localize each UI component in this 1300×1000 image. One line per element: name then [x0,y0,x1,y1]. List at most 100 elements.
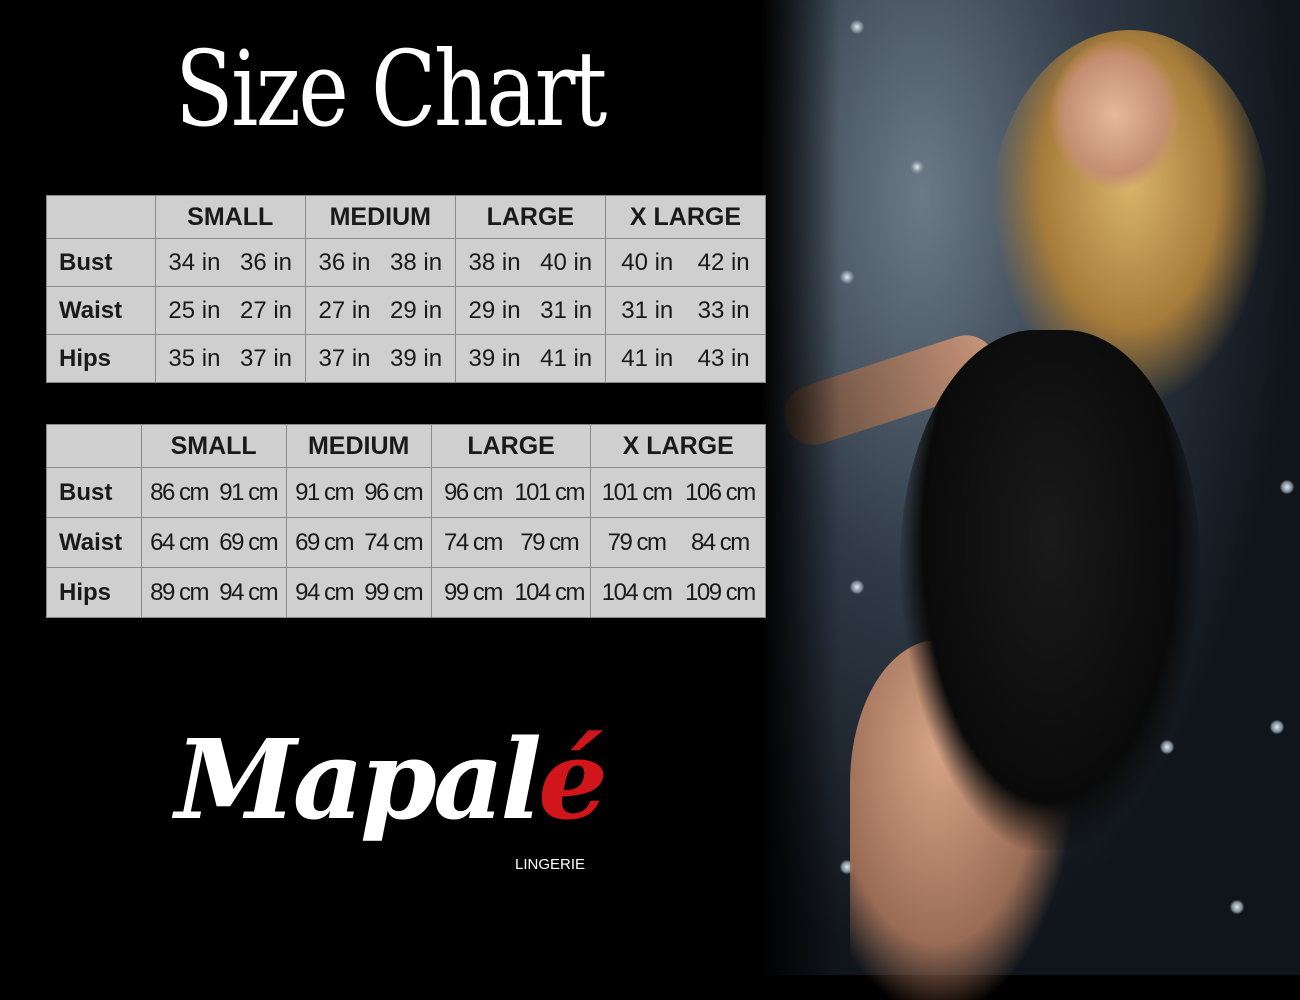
table-row: Bust 34 in 36 in 36 in 38 in 38 in 40 in 40 in 4… [46,238,767,287]
size-range-cell: 41 in 43 in [604,334,767,383]
size-range-cell: 29 in 31 in [454,286,606,335]
size-header: SMALL [154,195,306,239]
min-value: 96 cm [444,478,503,506]
size-range-cell: 101 cm 106 cm [590,467,766,518]
min-value: 79 cm [607,528,667,556]
size-range-cell: 64 cm 69 cm [140,517,287,568]
size-table-cm: SMALL MEDIUM LARGE X LARGE Bust 86 cm 91 cm 91 … [46,424,766,618]
min-value: 91 cm [295,478,354,506]
min-value: 86 cm [150,478,209,506]
table-row: Hips 35 in 37 in 37 in 39 in 39 in 41 in 41 in 4… [46,334,767,383]
photo-face [1050,40,1180,190]
logo-tagline: LINGERIE [515,856,586,873]
max-value: 40 in [540,248,593,276]
size-range-cell: 99 cm 104 cm [430,567,592,618]
table-row: Hips 89 cm 94 cm 94 cm 99 cm 99 cm 104 cm 104 c… [46,567,766,618]
min-value: 35 in [168,344,221,372]
corner-cell [46,424,142,468]
header-row: SMALL MEDIUM LARGE X LARGE [46,424,766,468]
size-range-cell: 38 in 40 in [454,238,606,287]
size-header: MEDIUM [304,195,456,239]
min-value: 104 cm [601,578,673,606]
min-value: 37 in [318,344,371,372]
max-value: 41 in [540,344,593,372]
min-value: 25 in [168,296,221,324]
measure-label: Bust [46,467,142,518]
measure-label: Hips [46,334,156,383]
size-range-cell: 89 cm 94 cm [140,567,287,618]
max-value: 43 in [697,344,750,372]
max-value: 36 in [239,248,293,276]
max-value: 39 in [390,344,443,372]
max-value: 91 cm [219,478,278,506]
min-value: 69 cm [295,528,354,556]
max-value: 84 cm [690,528,750,556]
min-value: 89 cm [150,578,209,606]
max-value: 104 cm [514,578,585,606]
size-range-cell: 94 cm 99 cm [285,567,432,618]
size-header: LARGE [454,195,606,239]
max-value: 33 in [697,296,750,324]
max-value: 101 cm [514,478,585,506]
max-value: 99 cm [364,578,423,606]
size-range-cell: 91 cm 96 cm [285,467,432,518]
max-value: 38 in [390,248,443,276]
measure-label: Hips [46,567,142,618]
table-row: Bust 86 cm 91 cm 91 cm 96 cm 96 cm 101 cm 101 c… [46,467,766,518]
logo-text-main: Mapal [175,715,542,844]
logo-text-accent: é [538,715,608,844]
size-range-cell: 96 cm 101 cm [430,467,592,518]
min-value: 94 cm [295,578,354,606]
size-table-inches: SMALL MEDIUM LARGE X LARGE Bust 34 in 36 in 36 … [46,195,767,383]
min-value: 34 in [168,248,221,276]
min-value: 38 in [468,248,521,276]
size-range-cell: 37 in 39 in [304,334,456,383]
max-value: 37 in [239,344,293,372]
table-row: Waist 25 in 27 in 27 in 29 in 29 in 31 in 31 in… [46,286,767,335]
min-value: 27 in [318,296,371,324]
size-range-cell: 40 in 42 in [604,238,767,287]
size-range-cell: 69 cm 74 cm [285,517,432,568]
table-row: Waist 64 cm 69 cm 69 cm 74 cm 74 cm 79 cm 79 cm… [46,517,766,568]
size-range-cell: 36 in 38 in [304,238,456,287]
size-range-cell: 31 in 33 in [604,286,767,335]
size-range-cell: 74 cm 79 cm [430,517,592,568]
max-value: 27 in [239,296,293,324]
size-range-cell: 79 cm 84 cm [590,517,766,568]
size-header: LARGE [430,424,592,468]
size-header: X LARGE [604,195,767,239]
measure-label: Waist [46,286,156,335]
corner-cell [46,195,156,239]
min-value: 31 in [621,296,674,324]
size-range-cell: 39 in 41 in [454,334,606,383]
min-value: 40 in [621,248,674,276]
photo-fade [760,0,840,975]
size-range-cell: 25 in 27 in [154,286,306,335]
max-value: 109 cm [685,578,756,606]
max-value: 42 in [697,248,750,276]
max-value: 74 cm [364,528,423,556]
min-value: 39 in [468,344,521,372]
max-value: 94 cm [219,578,278,606]
size-range-cell: 35 in 37 in [154,334,306,383]
header-row: SMALL MEDIUM LARGE X LARGE [46,195,767,239]
max-value: 69 cm [219,528,278,556]
photo-bodysuit [900,330,1200,850]
min-value: 101 cm [601,478,673,506]
measure-label: Waist [46,517,142,568]
measure-label: Bust [46,238,156,287]
min-value: 41 in [621,344,674,372]
min-value: 36 in [318,248,371,276]
max-value: 79 cm [520,528,579,556]
max-value: 106 cm [685,478,756,506]
min-value: 64 cm [150,528,209,556]
size-header: X LARGE [590,424,766,468]
min-value: 74 cm [444,528,503,556]
min-value: 29 in [468,296,521,324]
size-range-cell: 104 cm 109 cm [590,567,766,618]
size-range-cell: 27 in 29 in [304,286,456,335]
max-value: 29 in [390,296,443,324]
brand-logo: Mapalé [175,715,608,844]
max-value: 96 cm [364,478,423,506]
size-header: MEDIUM [285,424,432,468]
